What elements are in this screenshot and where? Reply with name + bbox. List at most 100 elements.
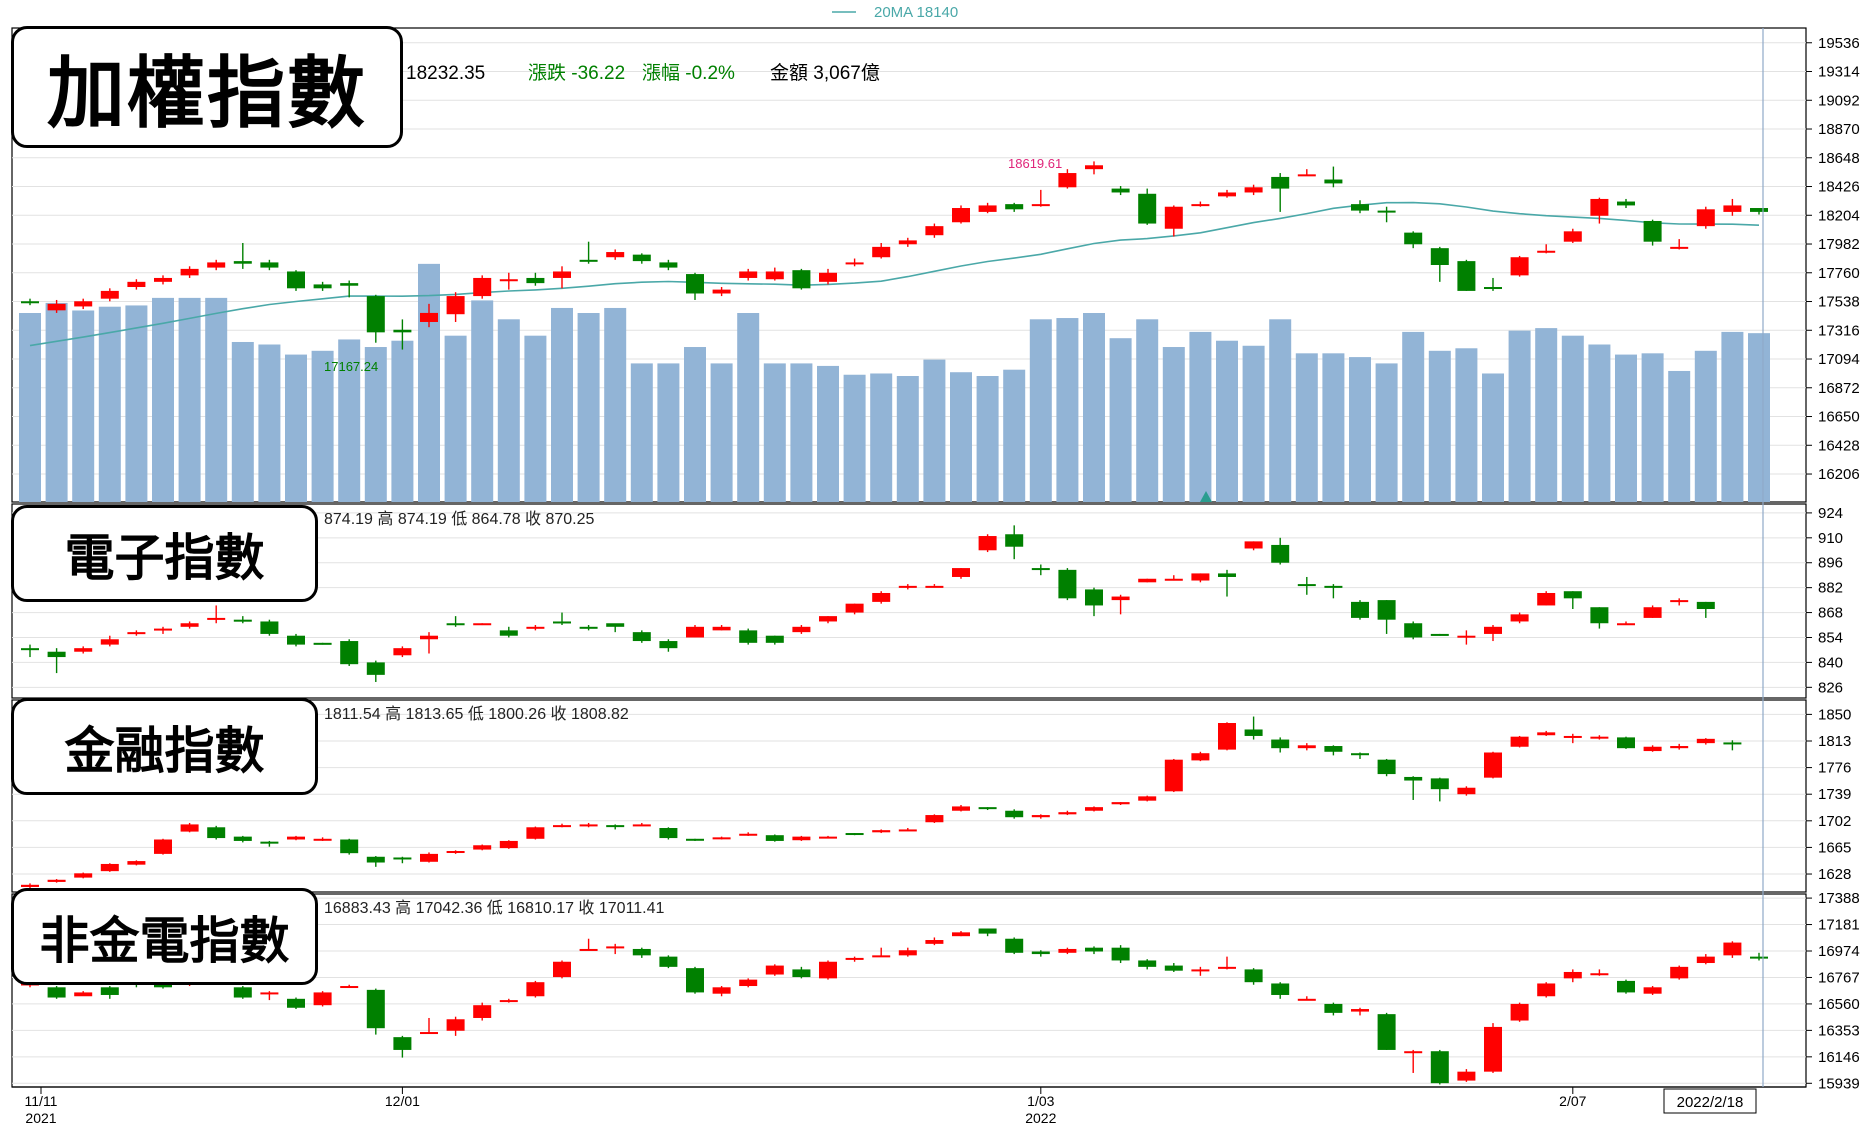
fin-ytick-label: 1628 [1818,866,1851,883]
elec-ytick-label: 826 [1818,679,1843,696]
elec-candle-body [1377,600,1396,620]
fin-candle-body [393,857,412,860]
taiex-candle-body [739,271,758,278]
taiex-amount: 金額 3,067億 [770,62,880,84]
fin-candle-body [526,827,545,839]
nonfe-candle-body [819,961,837,979]
taiex-ytick-label: 17760 [1818,265,1860,282]
fin-candle-body [366,856,385,863]
taiex-candle-body [1031,204,1050,207]
volume-bar [1402,331,1425,502]
elec-candle-body [393,648,412,656]
volume-bar [311,350,334,502]
volume-bar [1588,344,1611,502]
taiex-candle-body [765,271,784,280]
fin-candle-body [686,838,704,841]
fin-candle-body [1244,729,1263,736]
volume-bar [737,313,760,502]
fin-candle-body [499,840,518,849]
fin-candle-body [1617,737,1635,749]
nonfe-candle-body [1670,966,1689,979]
fin-ytick-label: 1813 [1818,733,1851,750]
nonfe-candle-body [1031,951,1050,955]
taiex-ytick-label: 16872 [1818,380,1860,397]
fin-candle-body [1191,753,1210,761]
fin-candle-body [1510,736,1529,747]
taiex-candle-body [1563,231,1582,242]
elec-candle-body [1404,623,1423,638]
taiex-candle-body [1723,205,1742,212]
taiex-candle-body [473,277,492,297]
taiex-candle-body [898,240,917,245]
elec-candle-body [1218,573,1236,577]
taiex-candle-body [21,301,39,304]
taiex-candle-body [233,261,252,264]
elec-candle-body [1590,607,1609,624]
taiex-candle-body [686,274,704,294]
fin-candle-body [1164,759,1183,792]
elec-candle-body [1031,568,1050,571]
fin-candle-body [1031,815,1050,818]
elec-candle-body [1696,601,1715,610]
volume-bar [418,263,440,502]
fin-candle-body [659,828,678,839]
nonfe-ytick-label: 16974 [1818,943,1860,960]
taiex-candle-body [792,270,811,289]
volume-bar [1029,319,1052,502]
taiex-candle-body [1005,204,1024,210]
elec-candle-body [47,651,66,658]
fin-candle-body [845,833,864,836]
volume-bar [630,363,653,502]
elec-candle-body [632,632,651,642]
nonfe-candle-body [1377,1014,1396,1050]
taiex-ytick-label: 18204 [1818,207,1860,224]
elec-candle-body [420,635,438,640]
nonfe-candle-body [473,1005,492,1018]
elec-candle-body [553,621,571,624]
volume-bar [1003,369,1026,502]
taiex-candle-body [1191,204,1210,207]
nonfe-candle-body [1085,947,1103,952]
volume-bar [1428,350,1451,502]
taiex-candle-body [526,277,545,284]
nonfe-candle-body [1617,980,1635,993]
volume-bar [338,339,361,502]
taiex-candle-body [632,254,651,262]
fin-info: 1811.54 高 1813.65 低 1800.26 收 1808.82 [324,705,629,723]
volume-bar [45,302,68,502]
nonfe-candle-body [526,982,545,997]
nonfe-candle-body [47,987,66,998]
nonfe-candle-body [1696,956,1715,964]
fin-candle-body [1324,746,1343,752]
fin-candle-body [1590,736,1609,739]
taiex-candle-body [553,271,571,278]
taiex-candle-body [366,296,385,333]
volume-bar [1322,353,1345,502]
elec-candle-body [499,630,518,636]
nonfe-candle-body [553,961,571,978]
volume-bar [1162,347,1185,502]
elec-candle-body [686,626,704,638]
marker-triangle [1200,491,1212,502]
fin-ytick-label: 1702 [1818,813,1851,830]
taiex-ytick-label: 18426 [1818,179,1860,196]
nonfe-candle-body [287,998,305,1008]
x-tick-label: 12/01 [385,1093,420,1109]
elec-candle-body [1191,573,1210,581]
elec-candle-body [446,623,465,626]
fin-ytick-label: 1739 [1818,786,1851,803]
taiex-candle-body [340,283,359,286]
taiex-candle-body [1085,165,1103,170]
ma20-line [29,201,1760,347]
nonfe-candle-body [260,992,279,995]
fin-candle-body [925,815,944,823]
nonfe-ytick-label: 17388 [1818,890,1860,907]
nonfe-candle-body [1111,947,1130,961]
volume-bar [817,365,839,502]
elec-ytick-label: 840 [1818,654,1843,671]
volume-bar [1455,348,1478,502]
nonfe-candle-body [1484,1026,1502,1072]
fin-candle-body [1377,759,1396,775]
volume-bar [1109,338,1132,502]
